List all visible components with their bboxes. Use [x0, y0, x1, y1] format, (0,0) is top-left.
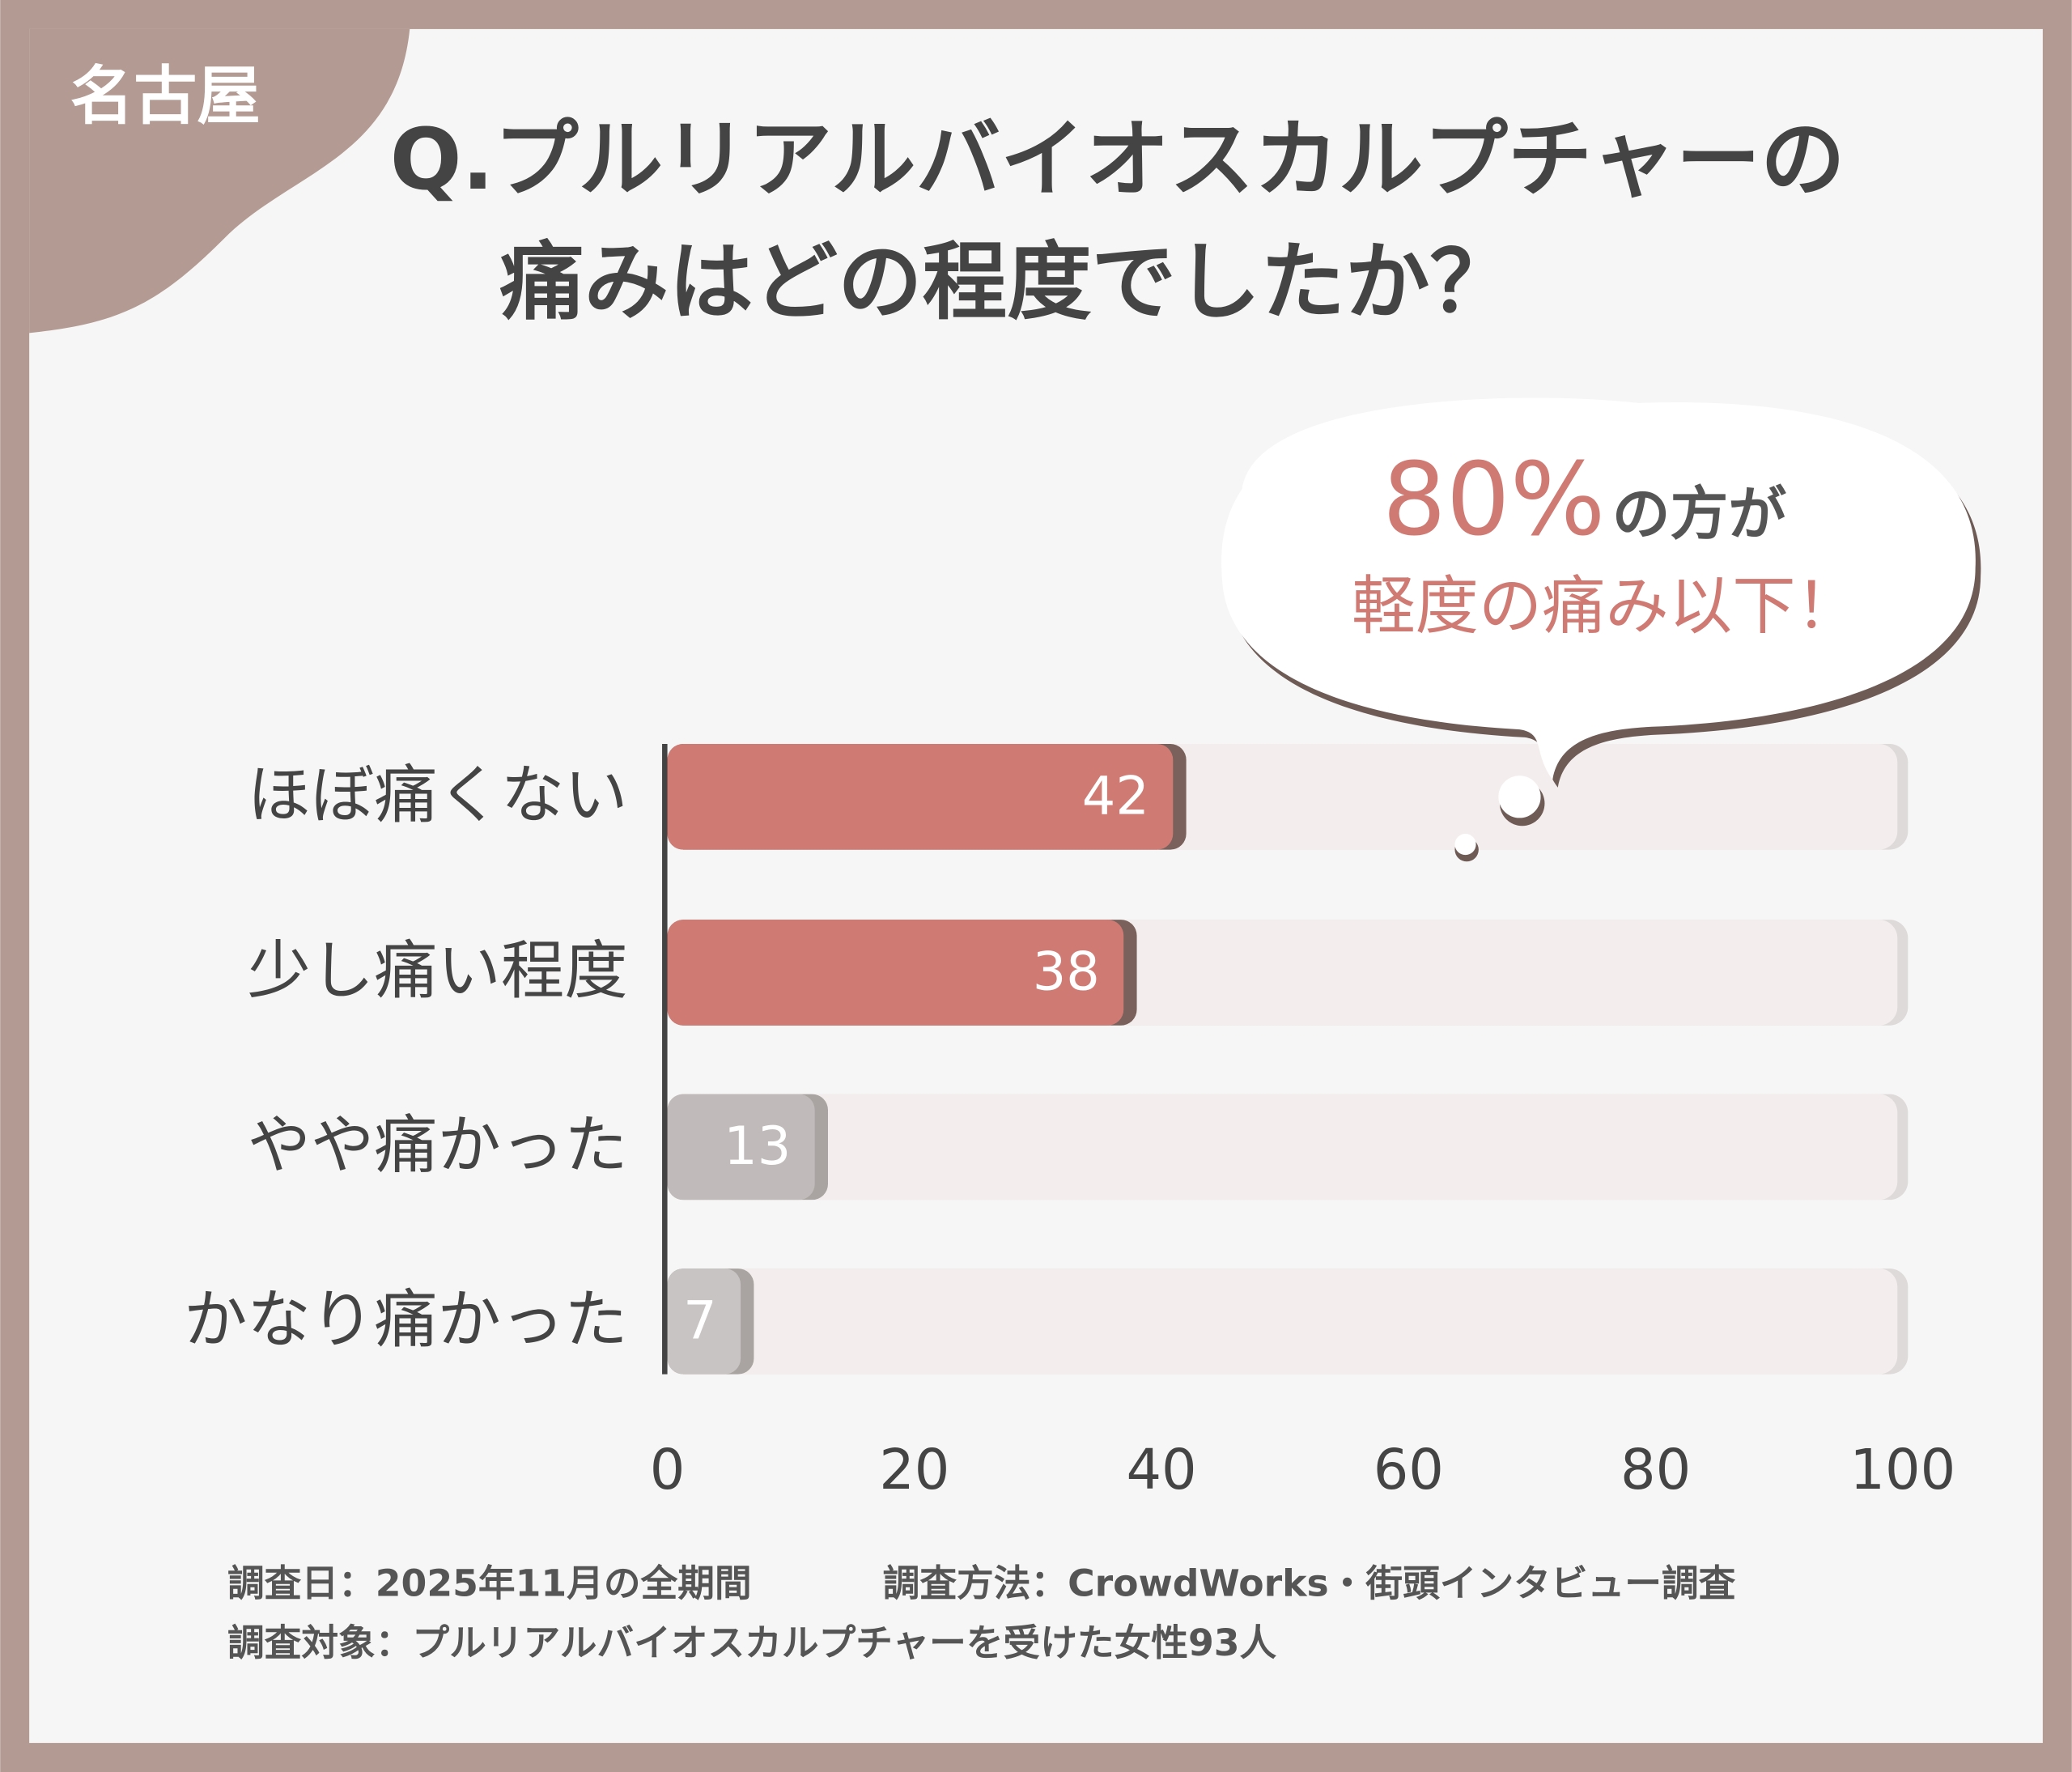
title-line: 痛みはどの程度でしたか？: [499, 233, 1514, 332]
x-tick-label: 80: [1620, 1438, 1691, 1502]
x-tick-label: 0: [650, 1438, 686, 1502]
callout-line2: 軽度の痛み以下！: [1352, 570, 1859, 644]
bubble-dot: [1454, 834, 1476, 856]
x-tick-label: 60: [1374, 1438, 1444, 1502]
tag: 名古屋: [70, 60, 261, 134]
bar: [667, 744, 1174, 850]
bar: [667, 1094, 815, 1200]
y-tick-label: 少し痛い程度: [248, 934, 628, 1008]
bubble-dot: [1498, 776, 1541, 818]
bar: [667, 920, 1124, 1026]
bar: [667, 1268, 741, 1375]
bar-track: [667, 1268, 1898, 1375]
x-tick-label: 20: [879, 1438, 949, 1502]
note: 調査日：2025年11月の全期間: [227, 1562, 752, 1604]
value-label: 42: [1082, 766, 1149, 827]
y-tick-label: ほぼ痛くない: [248, 759, 628, 832]
x-tick-label: 100: [1849, 1438, 1955, 1502]
y-tick-label: かなり痛かった: [184, 1283, 627, 1357]
panel: [29, 28, 2043, 1744]
callout-big: 80%: [1382, 441, 1606, 558]
title-line: Q.プルリアルバイオスカルプチャーの: [390, 110, 1845, 209]
value-label: 38: [1033, 941, 1100, 1003]
y-tick-label: やや痛かった: [248, 1109, 628, 1183]
callout: 80% の方が 軽度の痛み以下！: [1221, 397, 1981, 862]
value-label: 7: [683, 1290, 717, 1352]
x-tick-label: 40: [1126, 1438, 1196, 1502]
note: 調査対象：プルリアルバイオスカルプチャーを受けた女性93人: [227, 1621, 1277, 1664]
callout-bubble: [1221, 397, 1976, 780]
callout-small: の方が: [1612, 479, 1787, 547]
note: 調査方法：CrowdWorks・街頭インタビュー調査: [883, 1562, 1736, 1604]
bar-track: [667, 1094, 1898, 1200]
value-label: 13: [724, 1115, 791, 1177]
corner-tag: [29, 28, 410, 334]
